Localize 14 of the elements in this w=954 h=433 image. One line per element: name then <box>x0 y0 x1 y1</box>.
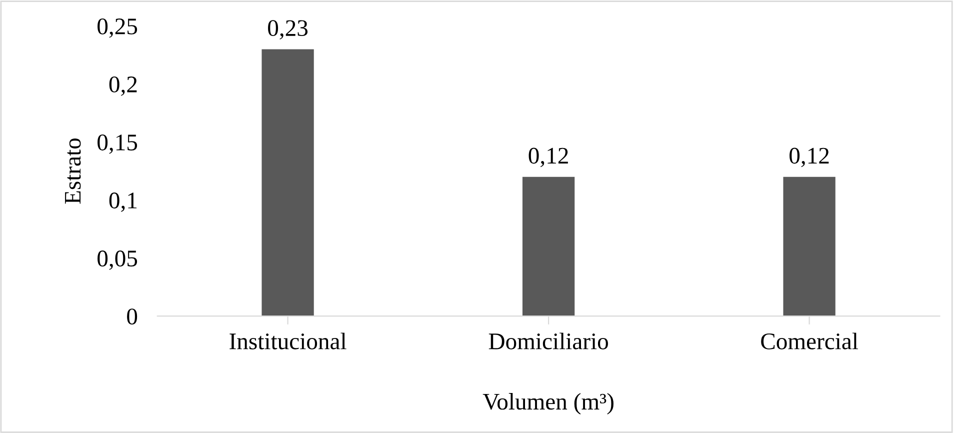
y-tick-label: 0,15 <box>98 134 138 154</box>
x-tick-label: Comercial <box>761 332 858 350</box>
y-axis-title: Estrato <box>65 138 81 204</box>
data-label: 0,23 <box>268 20 308 40</box>
x-axis-title: Volumen (m³) <box>482 393 614 414</box>
y-tick-label: 0 <box>127 308 138 325</box>
y-tick-label: 0,05 <box>98 250 138 270</box>
y-tick-label: 0,25 <box>98 18 138 38</box>
x-tick-label: Domiciliario <box>488 332 608 350</box>
x-tick-label: Institucional <box>230 332 346 350</box>
data-label: 0,12 <box>528 148 568 168</box>
data-label: 0,12 <box>790 148 829 168</box>
y-tick-label: 0,1 <box>109 192 137 212</box>
y-tick-label: 0,2 <box>109 76 137 96</box>
